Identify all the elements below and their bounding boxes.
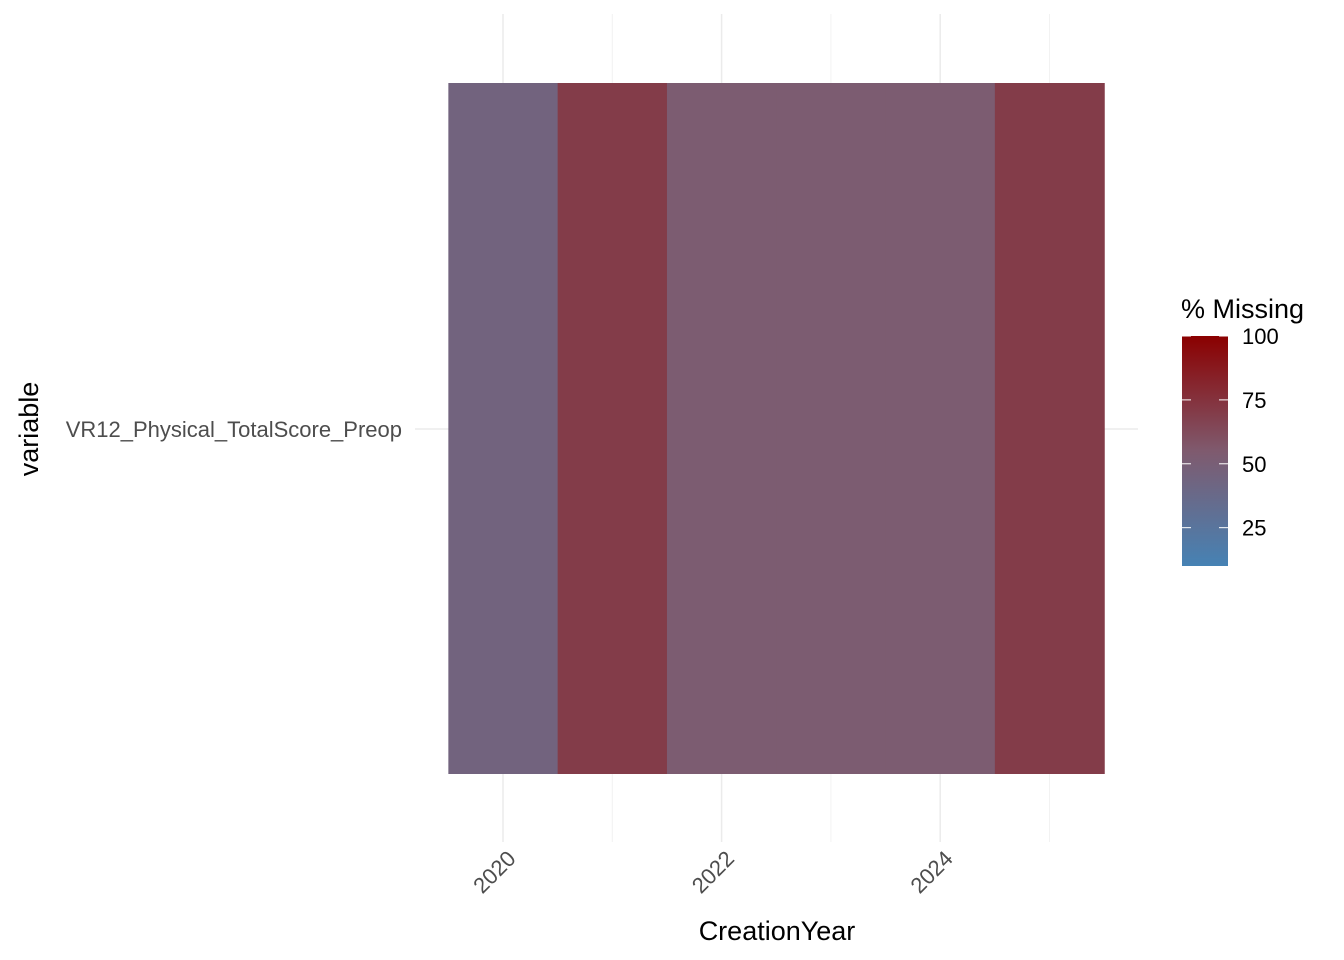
y-axis-ticks: VR12_Physical_TotalScore_Preop [66, 417, 402, 442]
y-axis-title: variable [14, 382, 44, 477]
legend-break-label: 25 [1242, 516, 1266, 541]
legend-breaks: 100 75 50 25 [1182, 324, 1279, 541]
legend-break-label: 50 [1242, 452, 1266, 477]
legend-break-label: 75 [1242, 388, 1266, 413]
heatmap-tile [666, 83, 777, 774]
heatmap-tile [557, 83, 668, 774]
heatmap-tile [994, 83, 1105, 774]
x-axis-title: CreationYear [699, 916, 856, 946]
legend-break-label: 100 [1242, 324, 1279, 349]
heatmap-tile [448, 83, 559, 774]
x-tick-label: 2022 [687, 846, 739, 898]
heatmap-tile [776, 83, 887, 774]
x-axis-ticks: 2020 2022 2024 [468, 846, 957, 898]
x-tick-label: 2020 [468, 846, 520, 898]
heatmap-tiles [448, 83, 1105, 774]
legend: % Missing 100 75 50 25 [1181, 294, 1304, 566]
x-tick-label: 2024 [905, 846, 957, 898]
legend-colorbar [1182, 336, 1228, 566]
legend-title: % Missing [1181, 294, 1304, 324]
y-tick-label: VR12_Physical_TotalScore_Preop [66, 417, 402, 442]
heatmap-tile [885, 83, 996, 774]
